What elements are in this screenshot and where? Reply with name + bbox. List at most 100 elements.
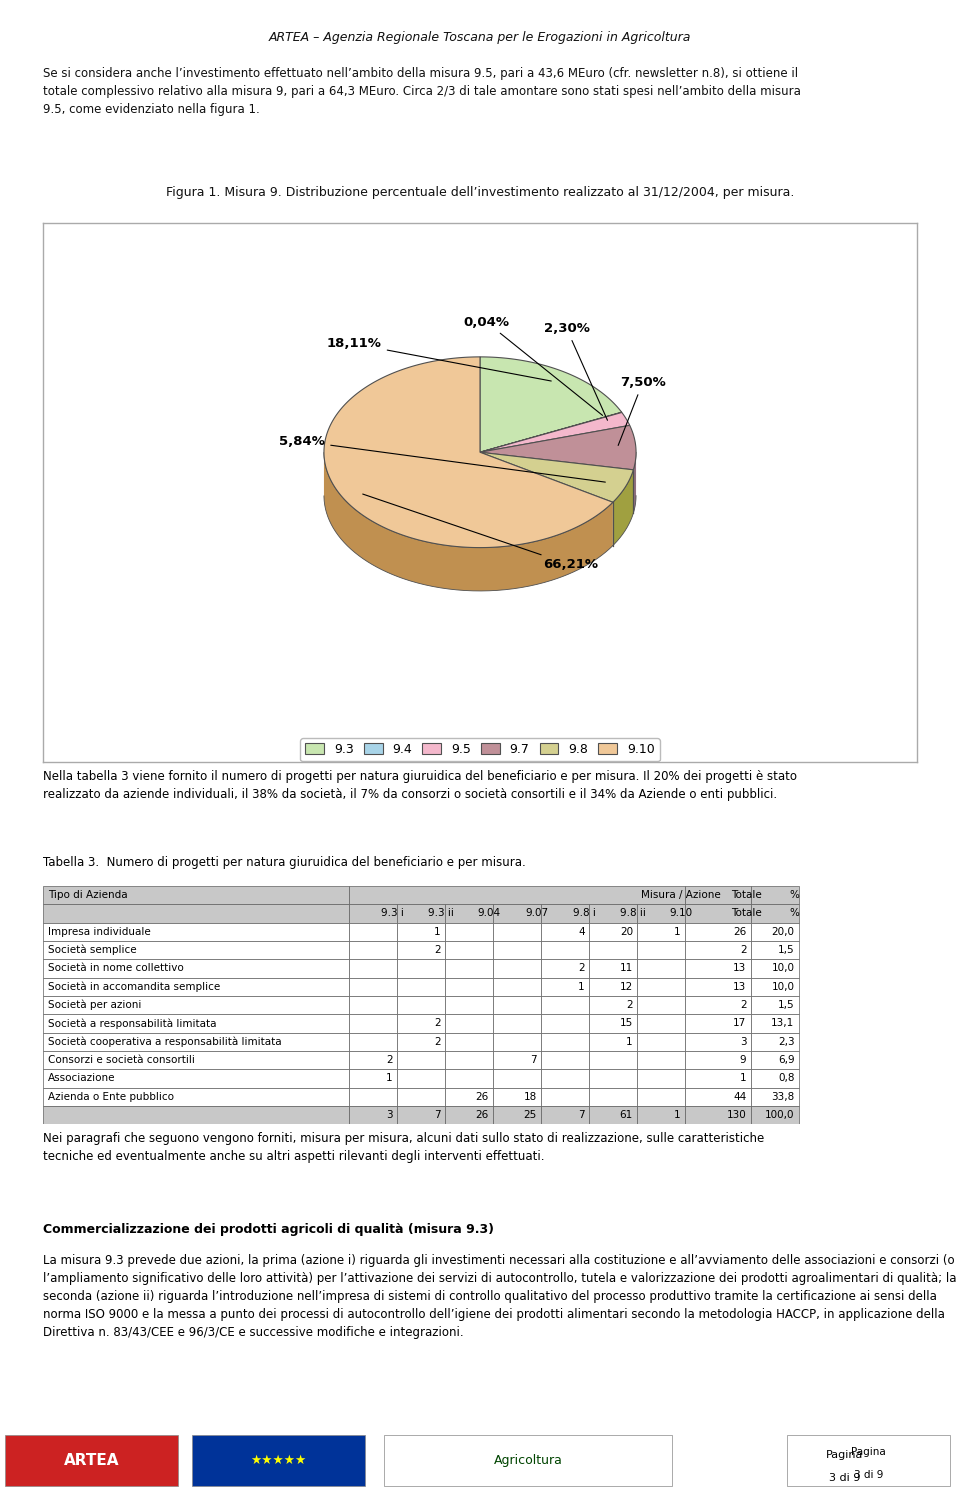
Text: Totale: Totale — [732, 890, 762, 901]
Text: 11: 11 — [619, 963, 633, 974]
Text: 2,3: 2,3 — [778, 1036, 795, 1047]
Bar — [637, 959, 685, 978]
Bar — [637, 978, 685, 996]
Bar — [493, 1014, 541, 1032]
Bar — [541, 1087, 589, 1106]
Text: 66,21%: 66,21% — [363, 494, 598, 572]
Text: 1: 1 — [626, 1036, 633, 1047]
Bar — [751, 923, 799, 941]
Text: 2: 2 — [434, 946, 441, 954]
Bar — [541, 978, 589, 996]
Bar — [493, 1069, 541, 1087]
Bar — [493, 959, 541, 978]
Text: ARTEA: ARTEA — [63, 1453, 119, 1468]
Bar — [348, 1032, 397, 1051]
Bar — [397, 1106, 445, 1124]
Text: 17: 17 — [733, 1018, 747, 1029]
Bar — [43, 886, 348, 904]
Bar — [348, 941, 397, 959]
Bar — [685, 1051, 751, 1069]
Bar — [445, 1069, 493, 1087]
Bar — [397, 1014, 445, 1032]
Text: %: % — [789, 890, 800, 901]
Text: 2: 2 — [578, 963, 585, 974]
Bar — [751, 1014, 799, 1032]
Text: 7,50%: 7,50% — [618, 377, 665, 445]
Bar — [589, 1087, 637, 1106]
Bar — [589, 1032, 637, 1051]
Text: Figura 1. Misura 9. Distribuzione percentuale dell’investimento realizzato al 31: Figura 1. Misura 9. Distribuzione percen… — [166, 186, 794, 198]
Bar — [541, 923, 589, 941]
Bar — [445, 978, 493, 996]
Bar — [397, 1032, 445, 1051]
Polygon shape — [480, 412, 630, 453]
Polygon shape — [480, 426, 636, 471]
Text: Se si considera anche l’investimento effettuato nell’ambito della misura 9.5, pa: Se si considera anche l’investimento eff… — [43, 67, 801, 116]
Bar — [637, 1032, 685, 1051]
Bar — [43, 959, 348, 978]
Text: 1: 1 — [674, 926, 681, 937]
Bar — [589, 923, 637, 941]
Bar — [589, 978, 637, 996]
Text: Consorzi e società consortili: Consorzi e società consortili — [48, 1056, 195, 1065]
Bar — [493, 978, 541, 996]
Bar — [541, 1106, 589, 1124]
Bar — [787, 1435, 950, 1486]
Text: La misura 9.3 prevede due azioni, la prima (azione i) riguarda gli investimenti : La misura 9.3 prevede due azioni, la pri… — [43, 1254, 957, 1339]
Bar — [751, 1069, 799, 1087]
Text: Misura / Azione: Misura / Azione — [641, 890, 721, 901]
Bar — [493, 923, 541, 941]
Bar — [541, 1032, 589, 1051]
Polygon shape — [480, 357, 622, 453]
Text: 1,5: 1,5 — [778, 946, 795, 954]
Text: Azienda o Ente pubblico: Azienda o Ente pubblico — [48, 1091, 174, 1102]
Bar — [541, 1069, 589, 1087]
Bar — [541, 1014, 589, 1032]
Bar — [751, 996, 799, 1014]
Text: %: % — [789, 908, 800, 919]
Bar — [637, 1106, 685, 1124]
Bar — [541, 941, 589, 959]
Text: 13: 13 — [733, 981, 747, 992]
Text: 3: 3 — [386, 1109, 393, 1120]
Bar — [397, 996, 445, 1014]
Text: 2: 2 — [626, 1001, 633, 1010]
Bar — [43, 1069, 348, 1087]
Text: 1: 1 — [578, 981, 585, 992]
Text: 3 di 9: 3 di 9 — [854, 1470, 883, 1480]
Bar — [43, 1032, 348, 1051]
Polygon shape — [480, 412, 622, 453]
Bar — [637, 1014, 685, 1032]
Text: ARTEA – Agenzia Regionale Toscana per le Erogazioni in Agricoltura: ARTEA – Agenzia Regionale Toscana per le… — [269, 31, 691, 45]
Text: 12: 12 — [619, 981, 633, 992]
Bar — [43, 1106, 348, 1124]
Bar — [637, 996, 685, 1014]
Bar — [685, 1069, 751, 1087]
Bar — [637, 1069, 685, 1087]
Bar — [637, 904, 685, 923]
Text: 13: 13 — [733, 963, 747, 974]
Text: Tipo di Azienda: Tipo di Azienda — [48, 890, 127, 901]
Bar — [445, 1032, 493, 1051]
Text: 2: 2 — [434, 1036, 441, 1047]
Bar — [43, 978, 348, 996]
Text: 130: 130 — [727, 1109, 747, 1120]
Text: Nei paragrafi che seguono vengono forniti, misura per misura, alcuni dati sullo : Nei paragrafi che seguono vengono fornit… — [43, 1132, 764, 1163]
Bar — [751, 904, 799, 923]
Text: Agricoltura: Agricoltura — [493, 1455, 563, 1467]
Bar — [751, 1106, 799, 1124]
Bar — [445, 996, 493, 1014]
Text: 2: 2 — [386, 1056, 393, 1065]
Bar — [685, 1014, 751, 1032]
Bar — [751, 941, 799, 959]
Bar — [685, 941, 751, 959]
Bar — [541, 1051, 589, 1069]
Bar — [751, 978, 799, 996]
Text: Società in nome collettivo: Società in nome collettivo — [48, 963, 183, 974]
Text: 1: 1 — [740, 1074, 747, 1084]
Text: Società cooperativa a responsabilità limitata: Società cooperativa a responsabilità lim… — [48, 1036, 281, 1047]
Text: Società semplice: Società semplice — [48, 946, 136, 956]
Text: 2: 2 — [740, 1001, 747, 1010]
Bar — [397, 1087, 445, 1106]
Bar — [541, 959, 589, 978]
